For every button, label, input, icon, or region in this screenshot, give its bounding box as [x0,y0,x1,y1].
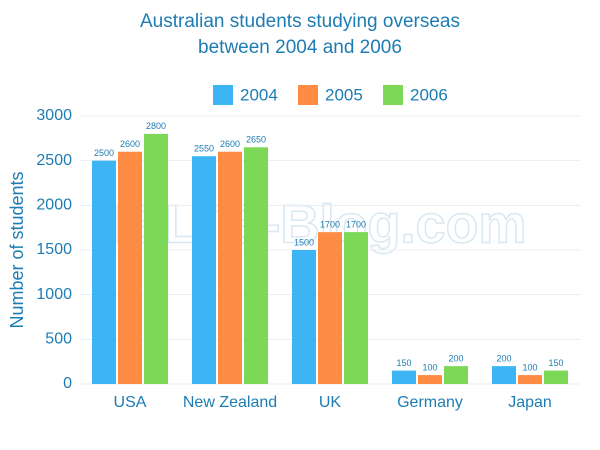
legend-label: 2006 [410,85,448,104]
bar [218,151,242,384]
bar [118,151,142,384]
chart-title: between 2004 and 2006 [198,37,402,58]
y-axis-label: Number of students [7,171,27,328]
value-label: 2500 [94,148,114,158]
bar [344,232,368,384]
x-tick-label: Japan [508,394,552,411]
value-label: 2650 [246,135,266,145]
bar [492,366,516,384]
y-tick-label: 2500 [36,152,72,169]
y-tick-label: 500 [45,331,72,348]
bar [292,250,316,384]
bar [92,160,116,384]
y-tick-label: 0 [63,375,72,392]
bar [444,366,468,384]
x-tick-label: New Zealand [183,394,277,411]
bar [392,370,416,384]
value-label: 2600 [220,139,240,149]
y-tick-label: 1500 [36,241,72,258]
value-label: 200 [496,354,511,364]
value-label: 100 [422,362,437,372]
value-label: 1700 [346,220,366,230]
bar [418,375,442,384]
value-label: 1500 [294,237,314,247]
y-tick-label: 1000 [36,286,72,303]
value-label: 100 [522,362,537,372]
x-tick-label: Germany [397,394,463,411]
bar [244,147,268,384]
x-tick-label: USA [114,394,147,411]
legend-swatch [213,85,233,105]
bar [544,370,568,384]
bar [318,232,342,384]
legend-label: 2004 [240,85,278,104]
legend-swatch [383,85,403,105]
value-label: 2550 [194,144,214,154]
y-tick-label: 3000 [36,107,72,124]
x-tick-label: UK [319,394,342,411]
value-label: 150 [396,358,411,368]
y-tick-label: 2000 [36,197,72,214]
legend-swatch [298,85,318,105]
value-label: 1700 [320,220,340,230]
chart-title: Australian students studying overseas [140,11,460,32]
legend-label: 2005 [325,85,363,104]
bar [192,156,216,384]
bar [144,133,168,384]
bar [518,375,542,384]
value-label: 2600 [120,139,140,149]
value-label: 150 [548,358,563,368]
value-label: 200 [448,354,463,364]
value-label: 2800 [146,121,166,131]
